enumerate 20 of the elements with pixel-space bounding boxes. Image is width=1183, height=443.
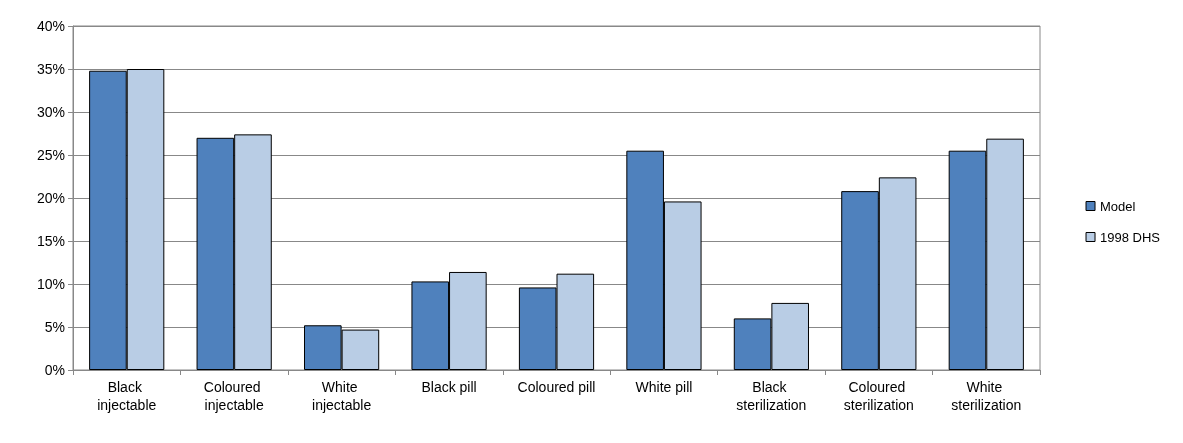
y-tick-label: 25% [36, 147, 65, 163]
y-tick-label: 40% [36, 18, 65, 34]
y-tick-label: 20% [36, 190, 65, 206]
x-tick-label: Coloured injectable [203, 379, 265, 413]
legend-label: Model [1100, 198, 1136, 214]
legend-label: 1998 DHS [1100, 229, 1161, 245]
x-tick-label: Black sterilization [736, 379, 807, 413]
y-tick-label: 35% [36, 61, 65, 77]
x-tick-label: White injectable [312, 379, 372, 413]
x-tick-label: Coloured pill [517, 379, 596, 395]
x-tick-label: Black pill [421, 379, 477, 395]
x-tick-label: Black injectable [97, 379, 157, 413]
x-tick-label: White sterilization [951, 379, 1022, 413]
y-tick-label: 10% [36, 276, 65, 292]
y-tick-label: 0% [44, 362, 65, 378]
y-tick-label: 30% [36, 104, 65, 120]
x-tick-label: White pill [635, 379, 693, 395]
y-tick-label: 5% [44, 319, 65, 335]
y-tick-label: 15% [36, 233, 65, 249]
x-tick-label: Coloured sterilization [843, 379, 914, 413]
